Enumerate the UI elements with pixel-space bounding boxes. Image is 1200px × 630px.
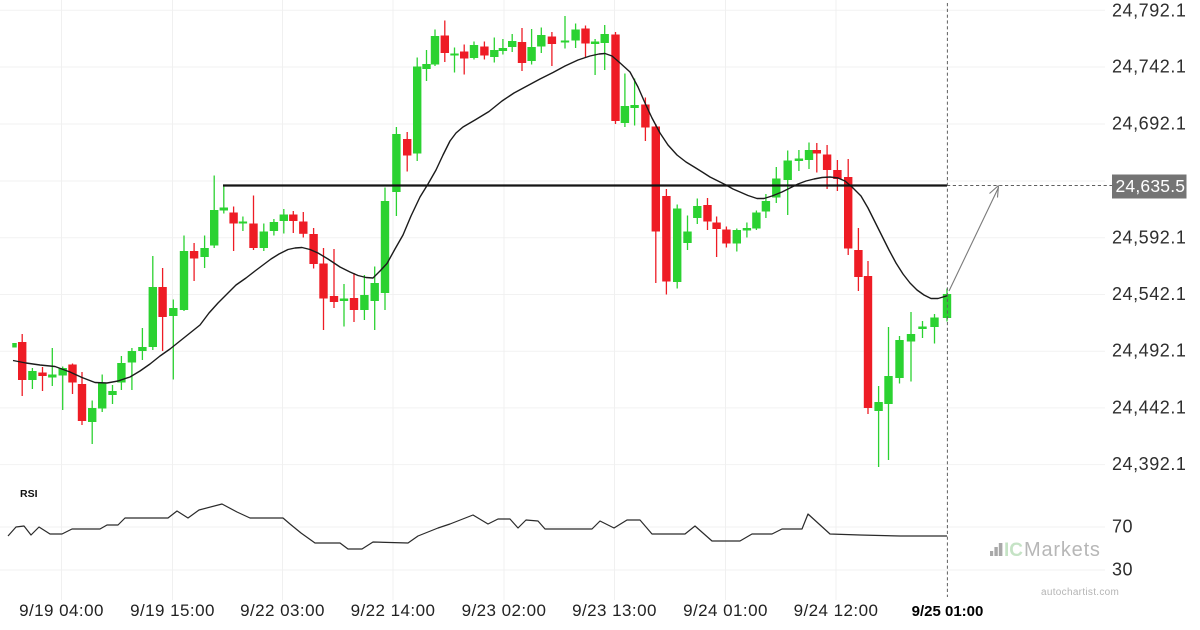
svg-text:9/24 12:00: 9/24 12:00	[794, 601, 879, 620]
svg-text:9/23 13:00: 9/23 13:00	[572, 601, 657, 620]
svg-text:70: 70	[1112, 517, 1133, 537]
svg-text:autochartist.com: autochartist.com	[1041, 587, 1119, 598]
svg-text:24,542.1: 24,542.1	[1112, 284, 1186, 304]
svg-text:24,442.1: 24,442.1	[1112, 398, 1186, 418]
svg-text:24,635.5: 24,635.5	[1116, 176, 1186, 196]
svg-text:Markets: Markets	[1024, 539, 1101, 561]
svg-text:9/25 01:00: 9/25 01:00	[912, 603, 984, 620]
svg-text:IC: IC	[1004, 540, 1023, 561]
svg-text:9/23 02:00: 9/23 02:00	[462, 601, 547, 620]
svg-text:24,792.1: 24,792.1	[1112, 1, 1186, 21]
svg-text:24,742.1: 24,742.1	[1112, 57, 1186, 77]
svg-text:9/22 14:00: 9/22 14:00	[351, 601, 436, 620]
svg-text:24,592.1: 24,592.1	[1112, 228, 1186, 248]
svg-text:9/24 01:00: 9/24 01:00	[683, 601, 768, 620]
svg-text:9/19 04:00: 9/19 04:00	[19, 601, 104, 620]
svg-text:30: 30	[1112, 560, 1133, 580]
svg-text:24,692.1: 24,692.1	[1112, 114, 1186, 134]
svg-text:24,392.1: 24,392.1	[1112, 454, 1186, 474]
svg-text:9/22 03:00: 9/22 03:00	[240, 601, 325, 620]
svg-text:RSI: RSI	[20, 488, 38, 500]
svg-text:9/19 15:00: 9/19 15:00	[130, 601, 215, 620]
svg-text:24,492.1: 24,492.1	[1112, 341, 1186, 361]
